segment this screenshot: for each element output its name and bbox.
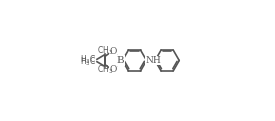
Text: B: B: [117, 56, 124, 65]
Text: CH$_3$: CH$_3$: [97, 45, 113, 57]
Text: O: O: [110, 47, 117, 56]
Text: O: O: [110, 65, 117, 74]
Text: CH$_3$: CH$_3$: [97, 64, 113, 76]
Text: H$_3$C: H$_3$C: [80, 55, 97, 68]
Text: NH: NH: [146, 56, 162, 65]
Text: H$_3$C: H$_3$C: [80, 53, 97, 66]
